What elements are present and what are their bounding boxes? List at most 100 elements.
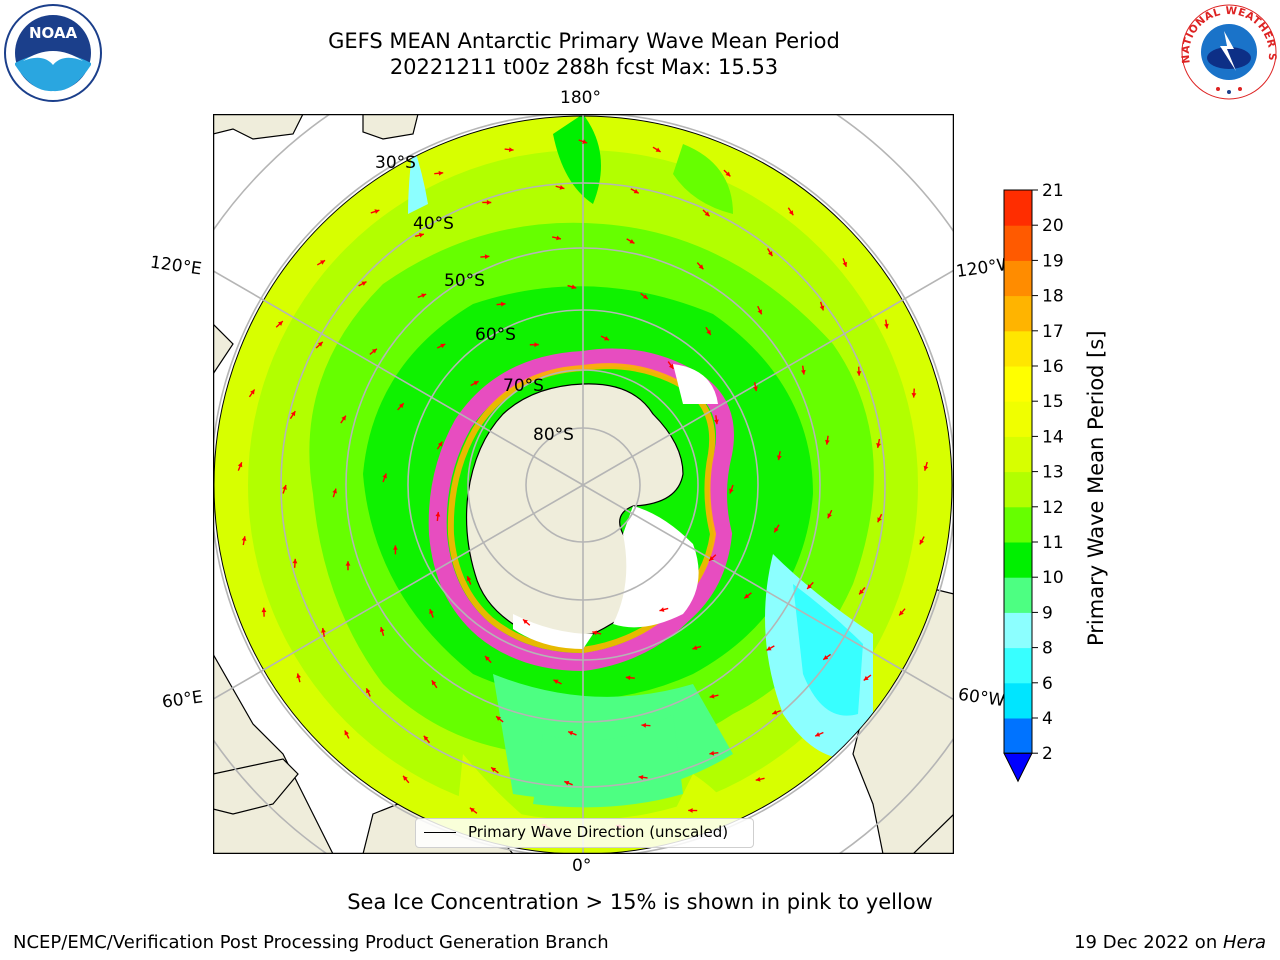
wave-arrow-head bbox=[604, 336, 610, 341]
colorbar-segment bbox=[1004, 260, 1032, 297]
wave-arrow-head bbox=[344, 730, 349, 736]
wave-arrow-head bbox=[704, 211, 710, 217]
colorbar-tick-label: 15 bbox=[1042, 392, 1064, 412]
wave-arrow-head bbox=[486, 200, 492, 205]
wave-arrow-head bbox=[788, 210, 794, 216]
wave-arrow-head bbox=[429, 609, 434, 615]
wave-arrow-head bbox=[642, 294, 648, 299]
lat-label-30s: 30°S bbox=[375, 153, 416, 173]
colorbar-tick-label: 12 bbox=[1042, 498, 1064, 518]
wave-arrow-head bbox=[899, 610, 904, 616]
wave-arrow-head bbox=[766, 646, 772, 651]
colorbar-tick-label: 17 bbox=[1042, 322, 1064, 342]
wave-arrow-head bbox=[484, 254, 490, 260]
wave-arrow-head bbox=[919, 539, 925, 545]
lat-label-40s: 40°S bbox=[413, 214, 454, 234]
wave-arrow-head bbox=[877, 517, 882, 523]
legend-line-swatch bbox=[424, 832, 456, 833]
svg-text:NOAA: NOAA bbox=[29, 24, 78, 42]
wave-arrow-head bbox=[534, 342, 539, 348]
wave-arrow-head bbox=[371, 348, 377, 354]
colorbar-tick-label: 2 bbox=[1042, 744, 1053, 764]
nws-logo: NATIONAL WEATHER SERVICE bbox=[1176, 0, 1278, 105]
chart-title: GEFS MEAN Antarctic Primary Wave Mean Pe… bbox=[328, 29, 840, 53]
wave-arrow-head bbox=[592, 630, 598, 636]
lat-label-70s: 70°S bbox=[503, 376, 544, 396]
wave-arrow-head bbox=[768, 251, 773, 257]
wave-arrow-head bbox=[438, 170, 444, 176]
wave-arrow-head bbox=[496, 716, 502, 721]
colorbar-tick-label: 9 bbox=[1042, 603, 1053, 623]
wave-arrow-head bbox=[485, 656, 490, 661]
lon-label-180: 180° bbox=[560, 88, 601, 108]
wave-arrow-head bbox=[706, 329, 711, 335]
wave-arrow-head bbox=[290, 411, 296, 417]
wave-arrow-head bbox=[638, 774, 644, 780]
wave-arrow-head bbox=[800, 369, 806, 375]
wave-arrow-head bbox=[500, 301, 506, 307]
wave-arrow-head bbox=[491, 767, 497, 773]
wave-arrow-head bbox=[277, 321, 283, 326]
wave-arrow-head bbox=[321, 628, 326, 633]
colorbar-segment bbox=[1004, 542, 1032, 578]
colorbar-tick-label: 13 bbox=[1042, 463, 1064, 483]
ice-shelves bbox=[513, 364, 718, 649]
wave-arrow-head bbox=[553, 679, 559, 684]
lat-label-50s: 50°S bbox=[444, 271, 485, 291]
wave-arrow-head bbox=[757, 309, 762, 315]
colorbar-tick-label: 21 bbox=[1042, 181, 1064, 201]
wave-arrow-head bbox=[241, 536, 247, 541]
wave-arrow-head bbox=[508, 147, 514, 152]
wave-arrow-head bbox=[668, 363, 674, 369]
wave-arrow-head bbox=[776, 455, 782, 461]
wave-arrow-head bbox=[345, 561, 351, 566]
wave-arrow-head bbox=[827, 513, 832, 519]
colorbar-tick-label: 10 bbox=[1042, 568, 1064, 588]
lon-label-0: 0° bbox=[572, 856, 592, 876]
colorbar-segment bbox=[1004, 401, 1032, 437]
colorbar-extend-arrow bbox=[1003, 752, 1033, 783]
wave-arrow-head bbox=[692, 645, 698, 651]
wave-arrow-head bbox=[911, 393, 917, 398]
wave-arrow-head bbox=[361, 281, 367, 286]
wave-arrow-head bbox=[435, 511, 441, 517]
wave-arrow-head bbox=[250, 389, 255, 395]
wave-arrow-head bbox=[729, 488, 734, 494]
wave-arrow-head bbox=[633, 189, 639, 194]
wave-arrow-head bbox=[714, 419, 719, 425]
colorbar-tick-label: 14 bbox=[1042, 427, 1064, 447]
wave-arrow-head bbox=[807, 584, 812, 589]
wave-arrow-head bbox=[556, 235, 561, 241]
wave-arrow-head bbox=[641, 722, 647, 728]
chart-subtitle: 20221211 t00z 288h fcst Max: 15.53 bbox=[389, 55, 779, 79]
colorbar-tick-label: 8 bbox=[1042, 639, 1053, 659]
lat-label-60s: 60°S bbox=[475, 325, 516, 345]
wave-arrow-head bbox=[709, 750, 715, 756]
wave-arrow-head bbox=[774, 527, 779, 533]
wave-direction-arrows bbox=[237, 139, 929, 830]
lon-label-120e: 120°E bbox=[148, 252, 203, 280]
colorbar-segment bbox=[1004, 718, 1032, 754]
wave-arrow-head bbox=[292, 558, 298, 564]
colorbar-tick-label: 19 bbox=[1042, 251, 1064, 271]
wave-arrow-head bbox=[709, 693, 715, 699]
wave-arrow-head bbox=[296, 673, 302, 679]
wave-arrow-head bbox=[753, 386, 758, 392]
wave-arrow-head bbox=[842, 261, 848, 267]
wave-arrow-head bbox=[317, 341, 323, 347]
wave-arrow-head bbox=[859, 589, 864, 595]
wave-arrow-head bbox=[398, 403, 404, 409]
lon-label-60e: 60°E bbox=[160, 687, 205, 713]
wave-arrow-head bbox=[876, 443, 881, 448]
colorbar-segment bbox=[1004, 612, 1032, 649]
wave-arrow-head bbox=[863, 675, 869, 681]
wave-arrow-head bbox=[469, 807, 475, 813]
colorbar-segment bbox=[1004, 682, 1032, 719]
wave-arrow-head bbox=[559, 185, 565, 190]
wave-arrow-head bbox=[568, 730, 574, 736]
colorbar-segment bbox=[1004, 295, 1032, 332]
wave-arrow-head bbox=[571, 284, 577, 290]
graticule bbox=[213, 114, 954, 854]
wave-arrow-head bbox=[382, 473, 387, 479]
wave-arrow-head bbox=[582, 139, 588, 144]
